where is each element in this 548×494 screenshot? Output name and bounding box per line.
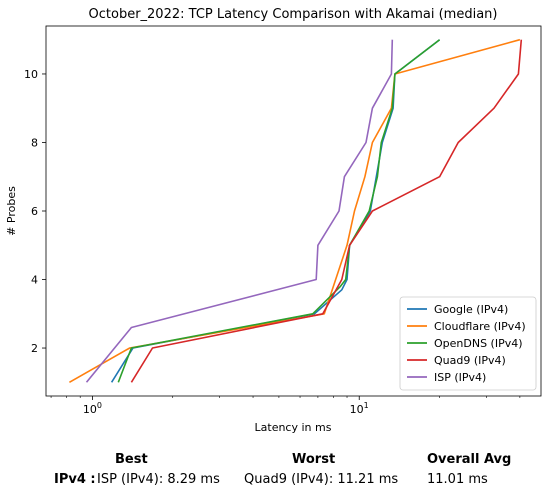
y-tick-label: 2 — [31, 342, 38, 355]
y-axis-label: # Probes — [5, 186, 18, 236]
best-header: Best — [115, 452, 148, 467]
x-axis-label: Latency in ms — [255, 421, 332, 434]
stats-summary: Best Worst Overall Avg IPv4 : ISP (IPv4)… — [0, 450, 548, 494]
overall-avg-header: Overall Avg — [427, 452, 512, 467]
chart-figure: October_2022: TCP Latency Comparison wit… — [5, 7, 542, 434]
ipv4-row-label: IPv4 : — [54, 472, 96, 487]
best-value: ISP (IPv4): 8.29 ms — [97, 472, 220, 487]
worst-value: Quad9 (IPv4): 11.21 ms — [244, 472, 399, 487]
worst-header: Worst — [292, 452, 336, 467]
legend-label: ISP (IPv4) — [434, 371, 486, 384]
axis-ticks: 100 101 2 4 6 8 10 — [24, 68, 521, 416]
chart-title: October_2022: TCP Latency Comparison wit… — [89, 7, 498, 22]
legend: Google (IPv4) Cloudflare (IPv4) OpenDNS (I… — [399, 296, 537, 391]
x-tick-label: 100 — [83, 401, 102, 416]
x-tick-label: 101 — [350, 401, 369, 416]
legend-label: Cloudflare (IPv4) — [434, 320, 526, 333]
legend-label: Quad9 (IPv4) — [434, 354, 506, 367]
legend-box — [399, 296, 537, 391]
series-line-3 — [130, 39, 523, 383]
legend-label: Google (IPv4) — [434, 303, 508, 316]
overall-avg-value: 11.01 ms — [427, 472, 488, 487]
y-tick-label: 10 — [24, 68, 38, 81]
legend-label: OpenDNS (IPv4) — [434, 337, 523, 350]
series-line-4 — [85, 39, 394, 383]
series-lines — [69, 38, 523, 383]
series-line-2 — [117, 39, 441, 383]
y-tick-label: 8 — [31, 136, 38, 149]
y-tick-label: 6 — [31, 205, 38, 218]
y-tick-label: 4 — [31, 274, 38, 287]
